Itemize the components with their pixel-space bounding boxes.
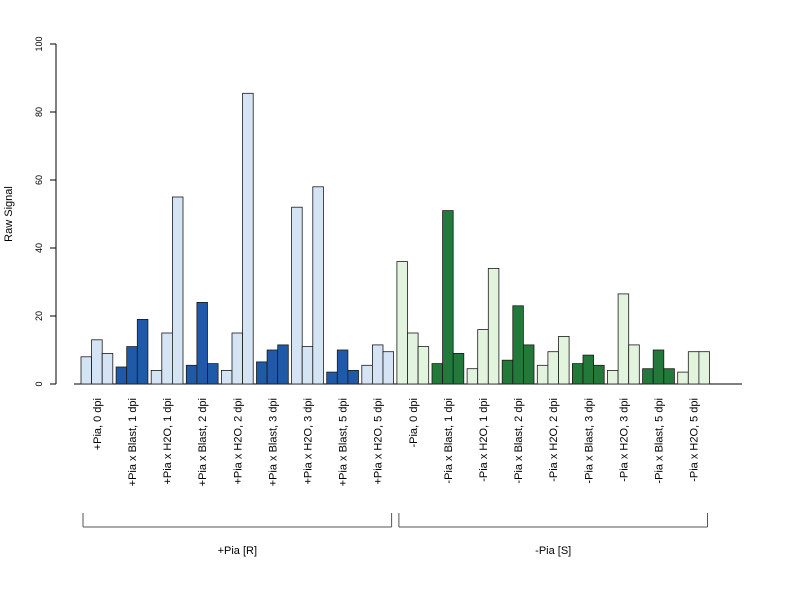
bar xyxy=(417,346,430,385)
bar xyxy=(452,352,465,385)
category-label: +Pia x H2O, 5 dpi xyxy=(373,398,385,485)
y-tick-label: 80 xyxy=(34,107,44,117)
y-tick-label: 60 xyxy=(34,175,44,185)
category-label: +Pia x Blast, 3 dpi xyxy=(267,398,279,486)
bar xyxy=(607,369,619,385)
bar xyxy=(231,332,244,385)
bar xyxy=(277,344,289,385)
bar xyxy=(536,364,549,385)
bar xyxy=(150,369,163,385)
category-label: -Pia x Blast, 5 dpi xyxy=(654,398,666,484)
bar xyxy=(312,186,324,385)
bar xyxy=(382,351,395,385)
category-label: -Pia x H2O, 2 dpi xyxy=(548,398,560,482)
bar xyxy=(677,371,689,385)
category-label: -Pia x H2O, 5 dpi xyxy=(689,398,701,482)
bar xyxy=(196,301,208,385)
bar xyxy=(572,363,584,385)
bar xyxy=(101,352,114,385)
y-tick-label: 100 xyxy=(34,36,44,51)
bar xyxy=(396,261,408,385)
bar xyxy=(431,363,444,385)
bar xyxy=(663,368,675,385)
bar xyxy=(593,364,605,385)
bar xyxy=(301,346,314,385)
bar xyxy=(115,366,128,385)
category-label: -Pia x Blast, 3 dpi xyxy=(583,398,595,484)
bar xyxy=(266,349,279,385)
bar xyxy=(220,369,233,385)
bar xyxy=(698,351,710,385)
bar xyxy=(582,354,595,385)
category-label: -Pia x H2O, 3 dpi xyxy=(618,398,630,482)
y-axis: 0 20 40 60 80 100 xyxy=(34,36,57,387)
bar xyxy=(477,329,489,385)
bar xyxy=(126,346,138,385)
bar xyxy=(80,356,93,385)
category-label: +Pia, 0 dpi xyxy=(92,398,104,450)
category-label: +Pia x H2O, 1 dpi xyxy=(162,398,174,485)
bar xyxy=(617,293,630,385)
bar xyxy=(652,349,665,385)
category-label: +Pia x H2O, 2 dpi xyxy=(232,398,244,485)
bar xyxy=(466,368,479,385)
bar xyxy=(347,369,359,385)
category-label: +Pia x Blast, 5 dpi xyxy=(338,398,350,486)
category-label: -Pia, 0 dpi xyxy=(408,398,420,448)
category-label: -Pia x Blast, 2 dpi xyxy=(513,398,525,484)
bar xyxy=(371,344,384,385)
bar xyxy=(523,344,535,385)
bar xyxy=(558,335,570,385)
group-label: -Pia [S] xyxy=(535,545,571,557)
bar xyxy=(642,368,654,385)
bar xyxy=(256,361,268,385)
bar xyxy=(291,206,303,385)
bar xyxy=(501,359,514,385)
bar xyxy=(91,339,103,385)
bar xyxy=(512,305,524,385)
bar xyxy=(407,332,419,385)
bar xyxy=(207,363,219,385)
bar xyxy=(361,364,373,385)
category-label: +Pia x Blast, 2 dpi xyxy=(197,398,209,486)
bar xyxy=(171,196,184,385)
bar xyxy=(687,351,700,385)
y-tick-label: 0 xyxy=(34,381,44,386)
bar xyxy=(336,349,349,385)
bar xyxy=(547,351,559,385)
bar xyxy=(185,364,198,385)
group-label: +Pia [R] xyxy=(218,545,257,557)
y-axis-title: Raw Signal xyxy=(3,186,15,242)
group-brackets: +Pia [R] -Pia [S] xyxy=(82,513,708,557)
bar xyxy=(242,92,254,385)
bar xyxy=(487,267,500,385)
y-tick-label: 20 xyxy=(34,311,44,321)
bars xyxy=(80,92,710,385)
category-label: +Pia x Blast, 1 dpi xyxy=(127,398,139,486)
y-tick-label: 40 xyxy=(34,243,44,253)
bar xyxy=(628,344,640,385)
category-label: -Pia x H2O, 1 dpi xyxy=(478,398,490,482)
category-labels: +Pia, 0 dpi +Pia x Blast, 1 dpi +Pia x H2O… xyxy=(92,398,701,486)
category-label: -Pia x Blast, 1 dpi xyxy=(443,398,455,484)
bar xyxy=(326,371,338,385)
bar xyxy=(136,318,149,385)
bar xyxy=(442,210,454,385)
category-label: +Pia x H2O, 3 dpi xyxy=(303,398,315,485)
bar xyxy=(161,332,173,385)
